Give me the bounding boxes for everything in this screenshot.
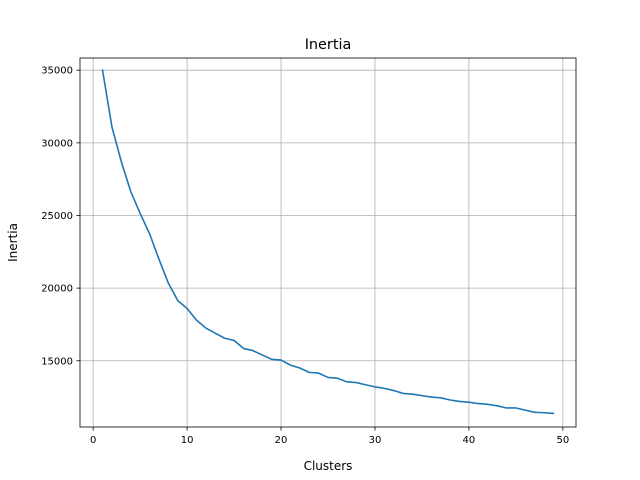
chart-title: Inertia <box>305 37 352 53</box>
y-tick-label: 25000 <box>41 211 73 222</box>
x-tick-label: 20 <box>275 435 288 446</box>
y-tick-label: 20000 <box>41 284 73 295</box>
y-tick-label: 30000 <box>41 138 73 149</box>
x-axis-title: Clusters <box>304 459 353 473</box>
x-tick-label: 30 <box>369 435 382 446</box>
x-tick-label: 10 <box>181 435 194 446</box>
x-tick-label: 0 <box>90 435 96 446</box>
y-axis-title: Inertia <box>6 223 20 262</box>
y-tick-label: 35000 <box>41 66 73 77</box>
y-tick-label: 15000 <box>41 356 73 367</box>
x-tick-label: 50 <box>556 435 569 446</box>
x-tick-label: 40 <box>463 435 476 446</box>
